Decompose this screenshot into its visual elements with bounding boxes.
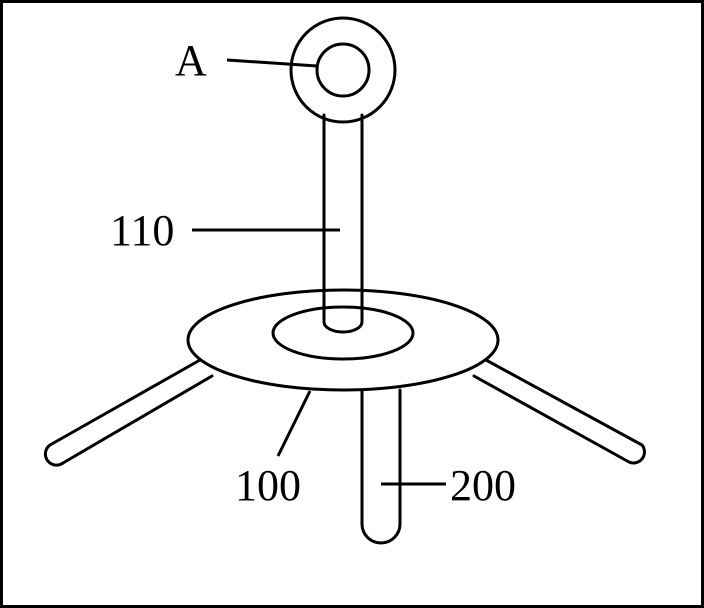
leader-A [227, 60, 317, 66]
shaft [324, 115, 362, 332]
leg-front [362, 390, 400, 543]
label-200: 200 [450, 461, 516, 510]
leader-100 [278, 391, 310, 456]
leg-right [474, 360, 644, 463]
labels-group: A 110 100 200 [110, 36, 516, 510]
label-110: 110 [110, 206, 174, 255]
diagram-canvas: A 110 100 200 [0, 0, 704, 608]
top-ring-outer [291, 18, 395, 122]
leg-left [45, 360, 212, 465]
top-ring-inner [317, 44, 369, 96]
frame [2, 2, 703, 607]
base-disc-outer [188, 290, 498, 390]
label-100: 100 [235, 461, 301, 510]
leader-lines [192, 60, 446, 484]
assembly [45, 18, 644, 543]
label-A: A [175, 36, 207, 85]
